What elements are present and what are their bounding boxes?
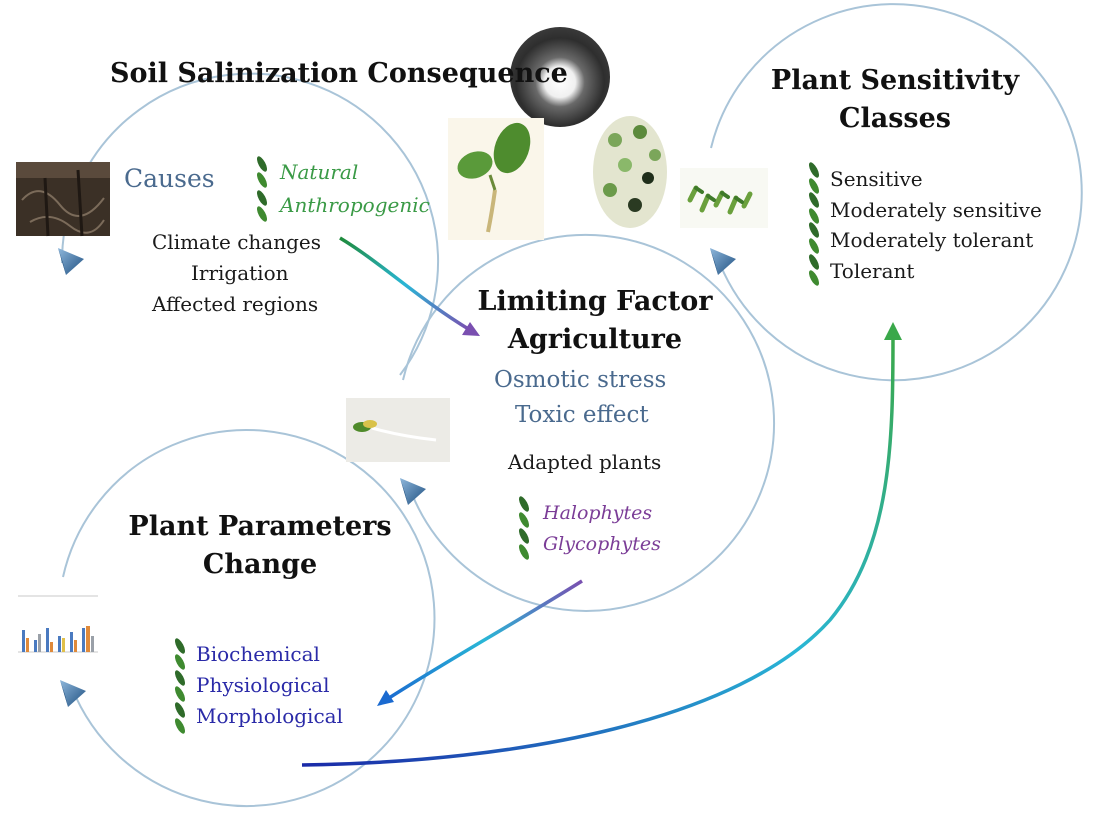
connector-arrow-to-plant-sensitivity <box>301 332 895 767</box>
factor-affected-regions: Affected regions <box>152 292 319 316</box>
class-sensitive: Sensitive <box>830 167 923 191</box>
plant-parameters-title: Plant Parameters Change <box>128 511 392 580</box>
causes-label: Causes <box>124 164 215 193</box>
cause-type-natural: Natural <box>280 160 359 184</box>
factor-climate-changes: Climate changes <box>152 230 322 254</box>
seedling-photo <box>448 118 544 240</box>
stress-osmotic: Osmotic stress <box>494 367 667 393</box>
parameter-morphological: Morphological <box>196 704 343 728</box>
limiting-factor-title: Limiting Factor Agriculture <box>477 286 713 355</box>
soil-photo <box>16 162 110 237</box>
plant-sensitivity-title: Plant Sensitivity Classes <box>770 65 1020 134</box>
adapted-plants-label: Adapted plants <box>508 450 662 474</box>
class-moderately-tolerant: Moderately tolerant <box>830 228 1034 252</box>
parameter-biochemical: Biochemical <box>196 642 320 666</box>
sprout-photo <box>346 398 450 462</box>
plant-type-glycophytes: Glycophytes <box>543 533 661 555</box>
factor-irrigation: Irrigation <box>191 261 289 285</box>
cause-type-anthropogenic: Anthropogenic <box>280 193 430 217</box>
connector-arrow-to-limiting-factor <box>339 236 471 332</box>
soil-salinization-title: Soil Salinization Consequence <box>110 58 568 89</box>
leaf-bullet-icon <box>517 494 531 562</box>
cycle-circle-limiting-factor <box>402 233 776 612</box>
leaf-bullet-icon <box>255 154 269 224</box>
seedlings-photo <box>680 168 768 228</box>
leaf-bullet-icon <box>173 636 187 736</box>
plant-type-halophytes: Halophytes <box>543 502 653 524</box>
class-moderately-sensitive: Moderately sensitive <box>830 198 1042 222</box>
soil-sample-photo <box>510 27 610 127</box>
arrowhead-icon <box>884 322 902 340</box>
cycle-arrowhead-icon <box>400 478 426 505</box>
cycle-circle-plant-sensitivity <box>710 3 1083 382</box>
class-tolerant: Tolerant <box>830 259 915 283</box>
cycle-circle-soil-salinization <box>60 72 439 376</box>
germinating-seeds-photo <box>593 116 667 228</box>
bar-chart-thumbnail <box>18 595 98 653</box>
connector-arrow-to-plant-parameters <box>385 579 583 702</box>
arrowhead-icon <box>377 690 394 706</box>
parameter-physiological: Physiological <box>196 673 330 697</box>
cycle-circle-plant-parameters <box>62 429 436 807</box>
cycle-arrowhead-icon <box>60 680 86 707</box>
arrowhead-icon <box>462 322 480 336</box>
stress-toxic-effect: Toxic effect <box>515 402 649 428</box>
leaf-bullet-icon <box>807 160 821 288</box>
